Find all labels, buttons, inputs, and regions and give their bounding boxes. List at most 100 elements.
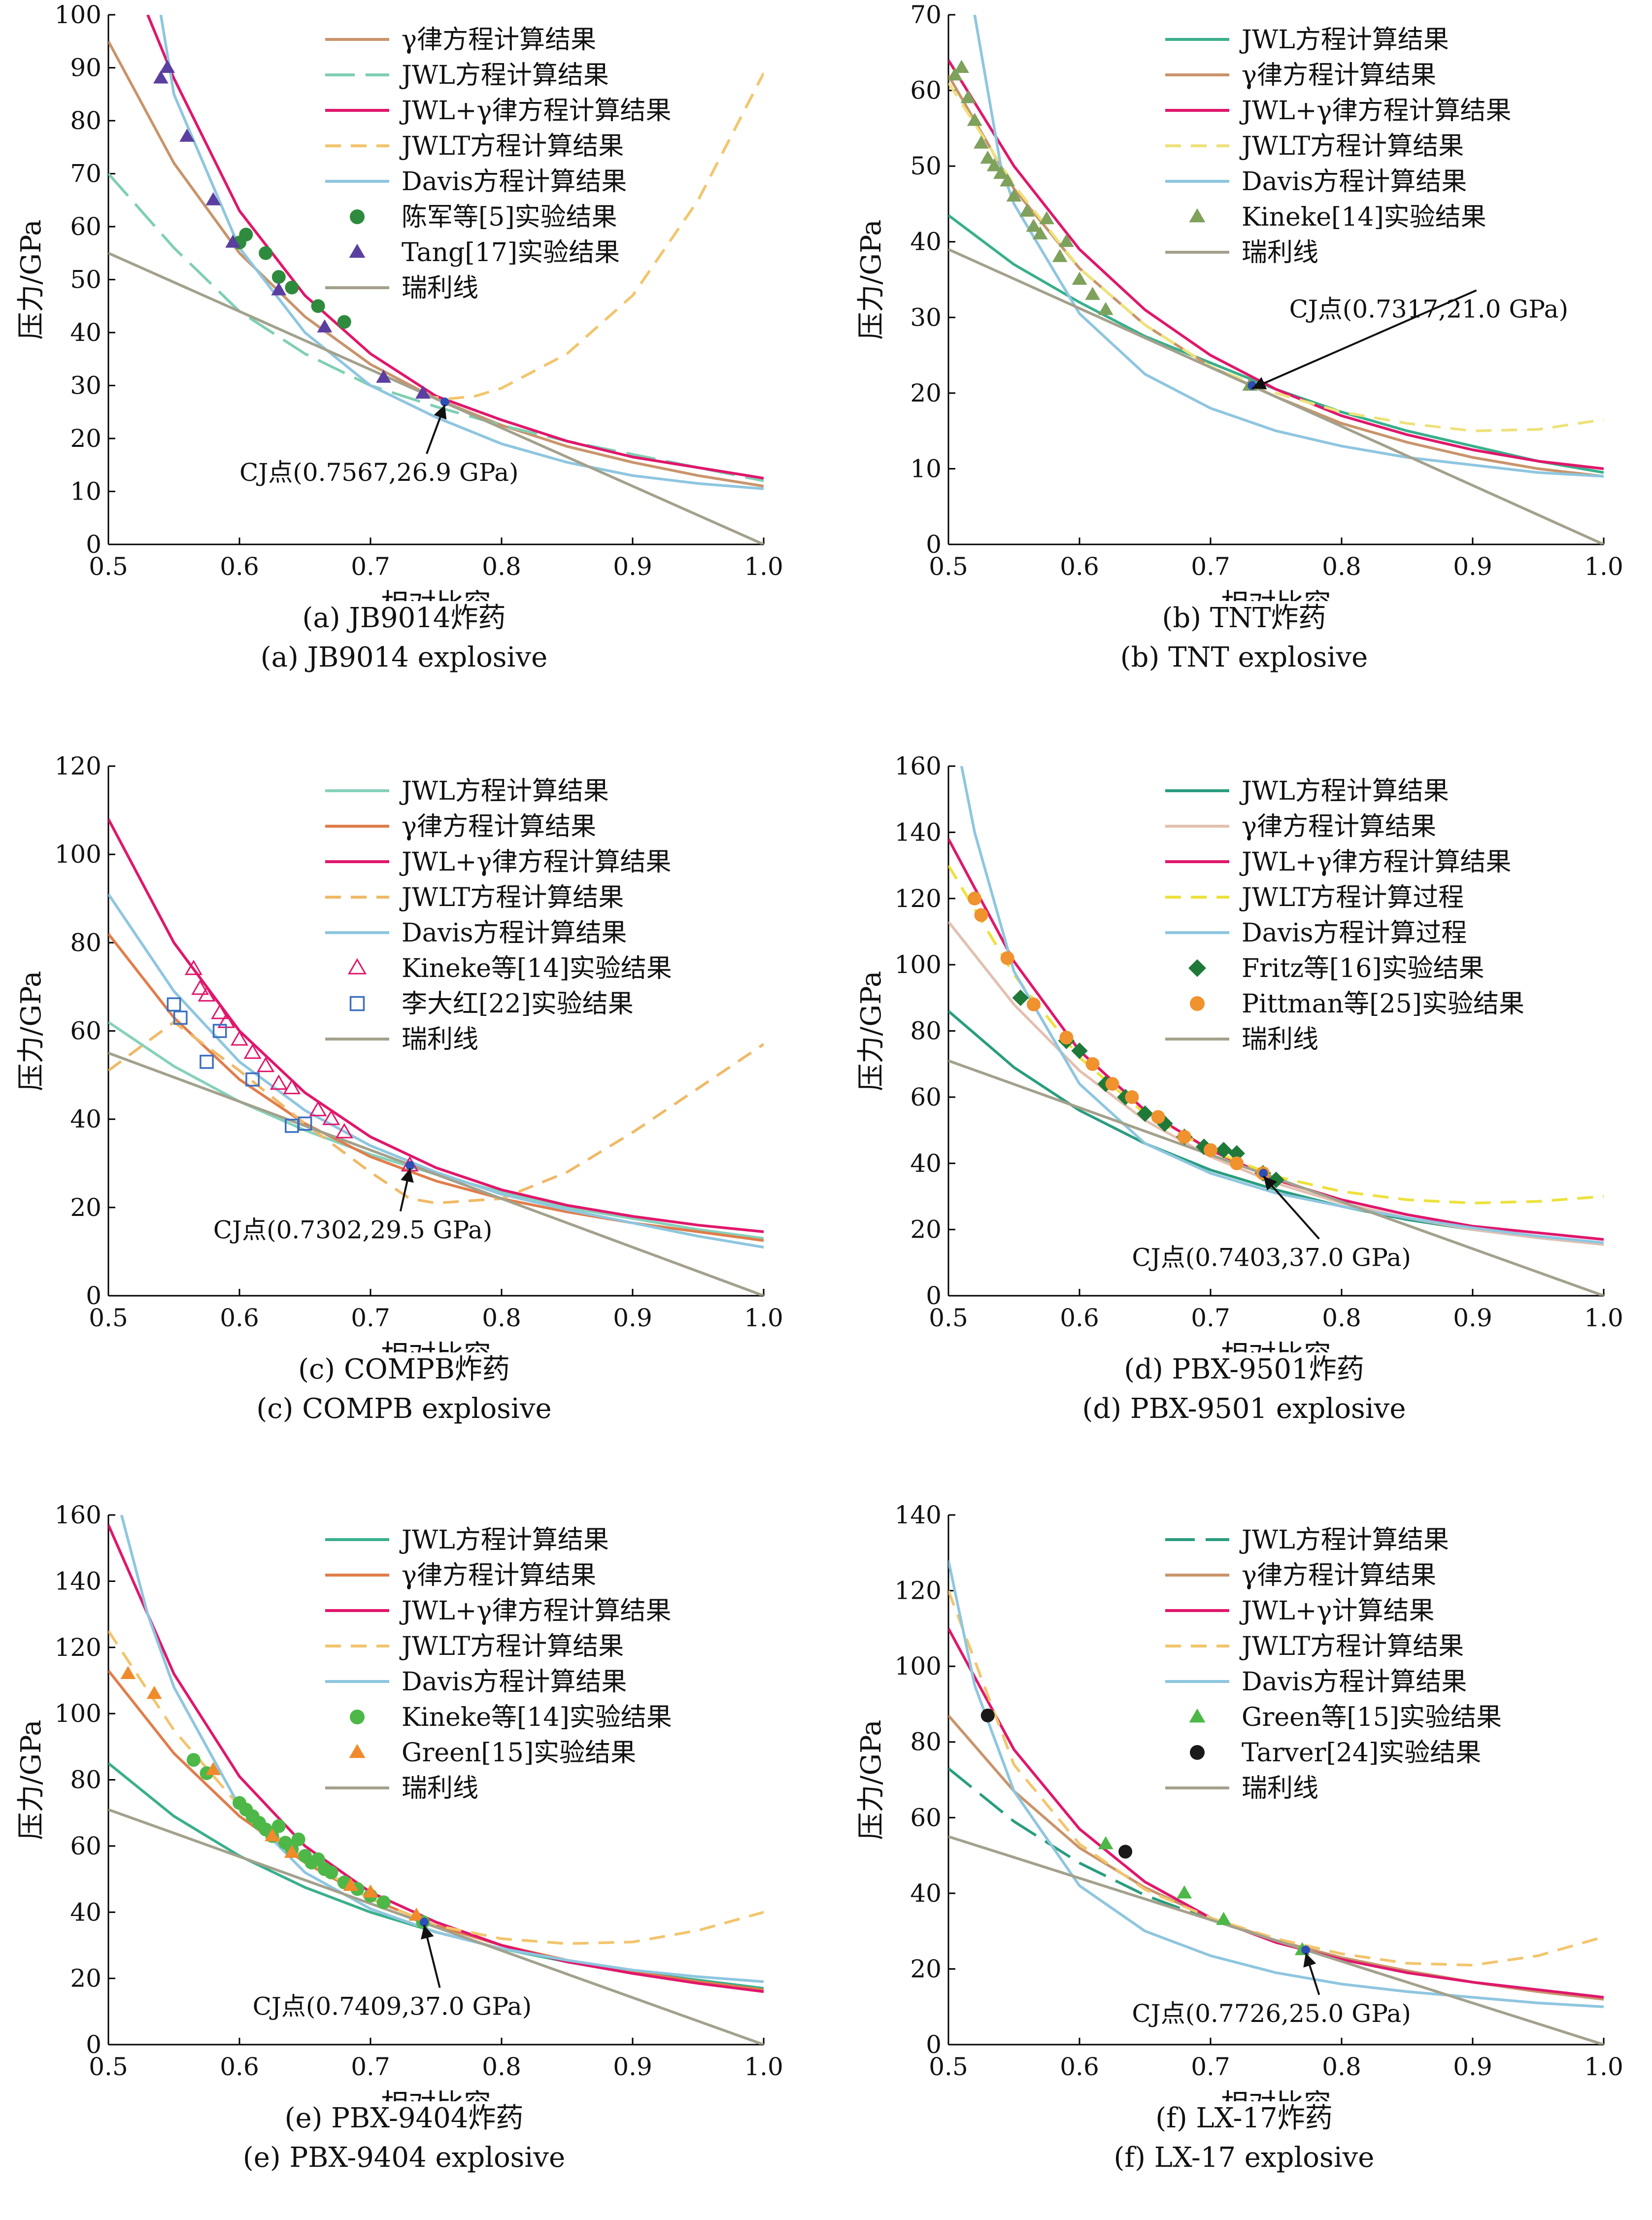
y-tick-label: 100 [55,0,101,29]
cj-point [405,1161,415,1170]
x-tick-label: 1.0 [744,1304,783,1332]
data-point [322,1110,340,1125]
y-axis-label: 压力/GPa [855,219,887,339]
y-axis-label: 压力/GPa [855,971,887,1091]
legend-label: JWLT方程计算结果 [399,1632,624,1661]
legend-label: JWL+γ律方程计算结果 [399,847,671,877]
data-point [184,959,202,975]
series-line-2 [108,818,764,1233]
legend-label: Fritz等[16]实验结果 [1242,954,1484,983]
x-tick-label: 0.6 [1060,552,1099,581]
legend-label: Kineke[14]实验结果 [1242,202,1486,232]
series-line-3 [108,1020,764,1205]
y-tick-label: 60 [70,212,101,241]
data-point [198,986,216,1002]
caption-en: (f) LX-17 explosive [1113,2142,1375,2174]
legend-label: Davis方程计算结果 [402,167,627,197]
chart-panel-d: 0.5 0.6 0.7 0.8 0.9 1.0 0 20 40 60 80 100 120 140 160 相… [850,751,1638,1471]
series-line-0 [108,1021,764,1240]
data-point [1137,1105,1153,1122]
data-point [186,1753,201,1767]
caption-en: (e) PBX-9404 explosive [242,2142,566,2174]
data-point [205,1762,221,1775]
x-tick-label: 0.5 [929,2052,968,2081]
caption-zh: (e) PBX-9404炸药 [284,2102,524,2134]
chart-b: 0.5 0.6 0.7 0.8 0.9 1.0 0 10 20 30 40 50 60 70 相对比容 压力/… [855,0,1623,601]
chart-e: 0.5 0.6 0.7 0.8 0.9 1.0 0 20 40 60 80 100 120 140 160 相… [15,1501,783,2101]
legend-label: JWL方程计算结果 [399,61,609,90]
y-tick-label: 140 [55,1567,101,1595]
y-tick-label: 140 [895,1501,942,1529]
legend-label: Kineke等[14]实验结果 [402,954,672,983]
series-line-5 [948,1835,1604,2045]
data-point [1105,1077,1119,1091]
data-point [271,1819,286,1833]
y-axis-label: 压力/GPa [855,1719,887,1840]
y-tick-label: 120 [55,752,101,780]
legend: JWL方程计算结果 γ律方程计算结果 JWL+γ律方程计算结果 JWLT方程计算结果 D… [325,1525,672,1803]
data-point [1177,1885,1192,1899]
x-tick-label: 1.0 [1584,1304,1623,1332]
y-tick-label: 40 [70,1898,101,1926]
data-point [974,135,989,149]
data-point [324,1865,338,1880]
legend-label: JWL+γ律方程计算结果 [1239,847,1511,877]
chart-a: 0.5 0.6 0.7 0.8 0.9 1.0 0 10 20 30 40 50 60 70 80 90 100… [15,0,783,601]
x-tick-label: 0.6 [220,2052,259,2081]
cj-label: CJ点(0.7409,37.0 GPa) [253,1992,532,2021]
x-tick-label: 0.7 [351,2052,390,2081]
y-tick-label: 60 [910,1803,942,1832]
legend-label: JWLT方程计算结果 [399,883,624,912]
data-point [948,67,963,81]
cj-arrow-head [421,1925,434,1940]
cj-point [1301,1946,1311,1955]
legend-marker [1188,959,1206,977]
x-tick-label: 0.8 [482,1304,521,1332]
y-tick-label: 70 [70,160,101,188]
data-point [284,1845,300,1858]
y-tick-label: 100 [895,1652,942,1681]
x-tick-label: 0.9 [613,552,652,581]
data-point [1006,188,1022,202]
data-point [1085,287,1100,300]
x-tick-label: 0.8 [1322,1304,1361,1332]
legend-label: 陈军等[5]实验结果 [402,202,617,232]
series-line-1 [108,172,764,482]
y-tick-label: 0 [926,530,942,559]
data-point [120,1666,136,1679]
legend-label: γ律方程计算结果 [402,1561,596,1590]
cj-label: CJ点(0.7317,21.0 GPa) [1289,295,1569,323]
data-point [1204,1143,1217,1157]
cj-point [1259,1169,1268,1178]
y-tick-label: 20 [70,424,101,453]
data-point [980,150,996,164]
x-tick-label: 0.5 [89,2052,128,2081]
y-tick-label: 80 [70,106,101,135]
series-layer [108,818,764,1296]
x-tick-label: 0.9 [1453,2052,1492,2081]
data-point [1268,1172,1284,1188]
data-point [1032,226,1048,239]
legend-label: JWL+γ律方程计算结果 [1239,96,1511,126]
data-point [967,112,982,126]
data-point [245,1072,260,1087]
x-tick-label: 0.8 [482,2052,521,2081]
legend-marker [1190,1745,1205,1760]
data-point [311,1852,325,1866]
legend-label: γ律方程计算结果 [402,812,596,841]
series-line-3 [948,1590,1604,1967]
x-tick-label: 1.0 [1584,552,1623,581]
x-tick-label: 0.7 [351,1304,390,1332]
y-tick-label: 20 [910,1954,942,1983]
data-point [1118,1845,1133,1859]
x-axis-label: 相对比容 [1221,1340,1331,1352]
chart-panel-b: 0.5 0.6 0.7 0.8 0.9 1.0 0 10 20 30 40 50 60 70 相对比容 压力/… [850,0,1638,719]
cj-label: CJ点(0.7726,25.0 GPa) [1132,1999,1411,2028]
cj-arrow-head [401,1168,414,1183]
legend-marker [349,243,366,258]
data-point [271,270,286,284]
x-axis-label: 相对比容 [381,588,491,601]
data-point [1059,234,1074,247]
data-point [173,1010,188,1025]
series-line-5 [948,248,1604,544]
